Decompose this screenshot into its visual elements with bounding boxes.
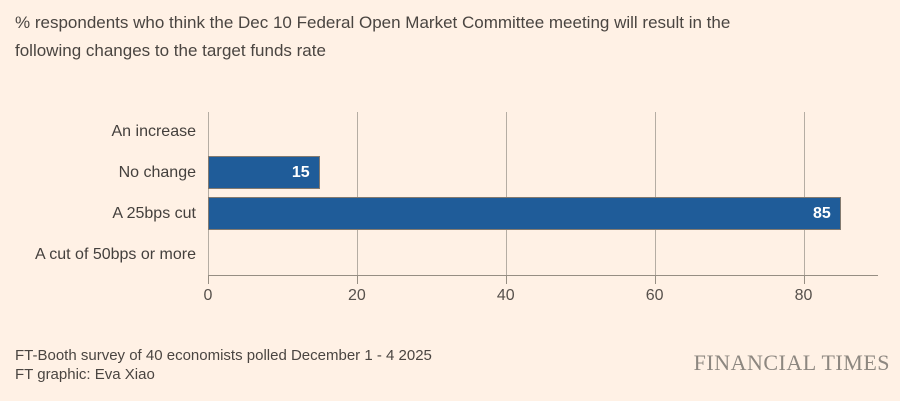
plot-area: 15 85 [208, 112, 878, 276]
x-tickmark-60 [654, 276, 656, 284]
x-tickmark-20 [356, 276, 358, 284]
gridline-0 [208, 112, 209, 275]
category-label-an-increase: An increase [111, 123, 197, 141]
gridline-40 [505, 112, 507, 275]
bar-no-change: 15 [208, 156, 320, 190]
category-label-a-cut-of-50bps-or-more: A cut of 50bps or more [35, 245, 196, 263]
chart-title-line-2: following changes to the target funds ra… [15, 41, 326, 60]
x-tick-label-40: 40 [496, 287, 515, 304]
source-note: FT-Booth survey of 40 economists polled … [15, 347, 432, 364]
chart-title-line-1: % respondents who think the Dec 10 Feder… [15, 13, 731, 32]
bar-value-label-a-25bps-cut: 85 [812, 204, 831, 222]
gridline-80 [803, 112, 805, 275]
credit-note: FT graphic: Eva Xiao [15, 366, 155, 383]
x-tick-label-60: 60 [645, 287, 664, 304]
x-tick-label-20: 20 [347, 287, 366, 304]
ft-logo: FINANCIAL TIMES [693, 350, 890, 375]
x-tickmark-0 [208, 276, 209, 284]
footnote: FT-Booth survey of 40 economists polled … [15, 346, 432, 384]
x-tick-label-0: 0 [203, 287, 213, 304]
chart-title: % respondents who think the Dec 10 Feder… [15, 9, 885, 65]
x-tickmark-40 [505, 276, 507, 284]
gridline-20 [356, 112, 358, 275]
x-tick-label-80: 80 [794, 287, 813, 304]
category-axis-labels: An increase No change A 25bps cut A cut of … [0, 112, 196, 275]
category-label-a-25bps-cut: A 25bps cut [112, 204, 196, 222]
gridline-60 [654, 112, 656, 275]
bar-value-label-no-change: 15 [291, 163, 310, 181]
bar-a-25bps-cut: 85 [208, 197, 841, 230]
category-label-no-change: No change [118, 164, 196, 182]
x-tickmark-80 [803, 276, 805, 284]
